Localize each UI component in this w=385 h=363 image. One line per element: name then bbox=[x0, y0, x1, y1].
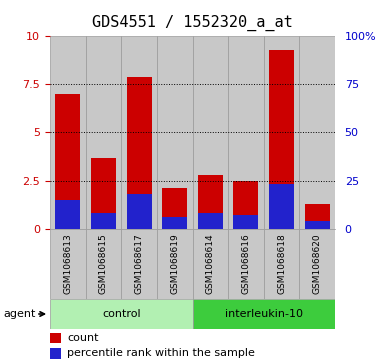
Bar bbox=[162, 188, 187, 229]
Bar bbox=[50, 299, 192, 329]
Bar bbox=[50, 333, 62, 343]
Bar bbox=[121, 229, 157, 299]
Bar bbox=[91, 213, 116, 229]
Bar bbox=[198, 175, 223, 229]
Text: GSM1068613: GSM1068613 bbox=[64, 234, 72, 294]
Bar bbox=[157, 36, 192, 229]
Text: interleukin-10: interleukin-10 bbox=[225, 309, 303, 319]
Bar bbox=[300, 36, 335, 229]
Text: count: count bbox=[67, 333, 99, 343]
Bar bbox=[55, 94, 80, 229]
Text: GSM1068615: GSM1068615 bbox=[99, 234, 108, 294]
Bar bbox=[55, 200, 80, 229]
Text: GSM1068618: GSM1068618 bbox=[277, 234, 286, 294]
Bar bbox=[300, 229, 335, 299]
Bar bbox=[305, 204, 330, 229]
Bar bbox=[127, 194, 152, 229]
Text: percentile rank within the sample: percentile rank within the sample bbox=[67, 348, 255, 358]
Text: GSM1068616: GSM1068616 bbox=[241, 234, 250, 294]
Text: GSM1068617: GSM1068617 bbox=[135, 234, 144, 294]
Bar bbox=[192, 36, 228, 229]
Bar bbox=[85, 229, 121, 299]
Text: GSM1068619: GSM1068619 bbox=[170, 234, 179, 294]
Text: agent: agent bbox=[4, 309, 36, 319]
Bar bbox=[162, 217, 187, 229]
Bar bbox=[233, 180, 258, 229]
Bar bbox=[192, 229, 228, 299]
Bar bbox=[228, 229, 264, 299]
Text: GSM1068614: GSM1068614 bbox=[206, 234, 215, 294]
Text: control: control bbox=[102, 309, 141, 319]
Bar bbox=[121, 36, 157, 229]
Bar bbox=[85, 36, 121, 229]
Bar bbox=[198, 213, 223, 229]
Bar bbox=[50, 36, 85, 229]
Bar bbox=[50, 229, 85, 299]
Bar bbox=[269, 50, 294, 229]
Bar bbox=[269, 184, 294, 229]
Text: GSM1068620: GSM1068620 bbox=[313, 234, 321, 294]
Bar bbox=[91, 158, 116, 229]
Bar bbox=[192, 299, 335, 329]
Bar bbox=[233, 215, 258, 229]
Text: GDS4551 / 1552320_a_at: GDS4551 / 1552320_a_at bbox=[92, 15, 293, 31]
Bar bbox=[50, 348, 62, 359]
Bar bbox=[157, 229, 192, 299]
Bar bbox=[228, 36, 264, 229]
Bar bbox=[305, 221, 330, 229]
Bar bbox=[127, 77, 152, 229]
Bar bbox=[264, 229, 300, 299]
Bar bbox=[264, 36, 300, 229]
